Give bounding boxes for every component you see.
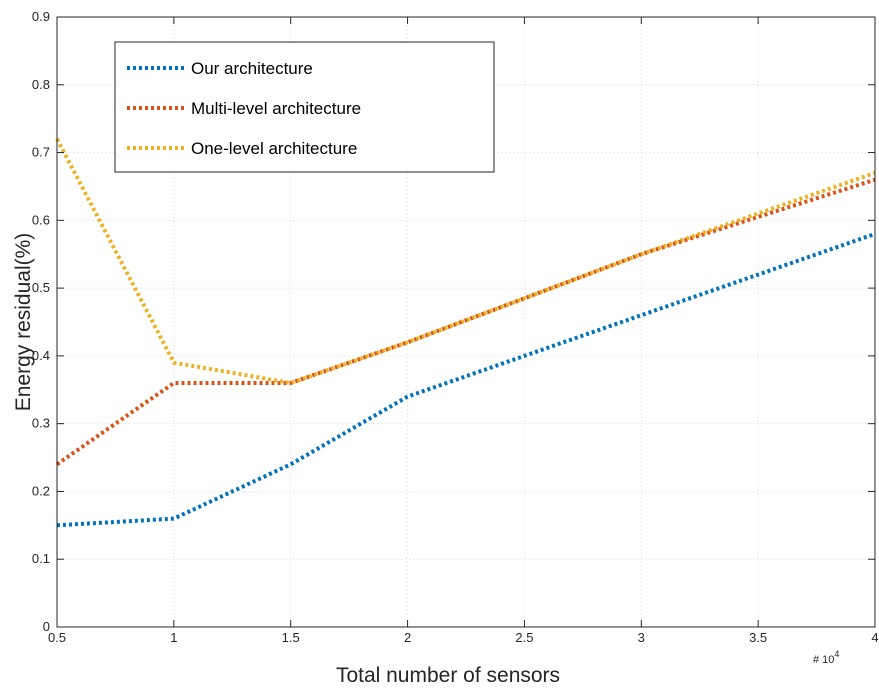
series-group (55, 138, 876, 528)
x-axis-exponent-base: # 10 (813, 654, 834, 666)
y-tick-label: 0 (43, 619, 50, 634)
x-tick-label: 4 (871, 630, 878, 645)
x-tick-label: 0.5 (48, 630, 66, 645)
legend-box (114, 41, 495, 173)
y-tick-label: 0.4 (32, 348, 50, 363)
y-tick-label: 0.6 (32, 212, 50, 227)
legend-label-2: One-level architecture (191, 139, 357, 158)
y-tick-label: 0.2 (32, 483, 50, 498)
legend-label-0: Our architecture (191, 59, 313, 78)
y-tick-label: 0.3 (32, 416, 50, 431)
y-tick-label: 0.1 (32, 551, 50, 566)
x-tick-label: 1 (170, 630, 177, 645)
legend: Our architecture Multi-level architecture… (114, 41, 495, 173)
y-tick-label: 0.5 (32, 280, 50, 295)
x-axis-exponent: # 104 (813, 649, 839, 666)
legend-label-1: Multi-level architecture (191, 99, 361, 118)
x-axis-exponent-power: 4 (834, 649, 839, 659)
y-tick-label: 0.9 (32, 9, 50, 24)
x-tick-label: 2.5 (515, 630, 533, 645)
x-axis-title: Total number of sensors (336, 664, 560, 687)
x-tick-label: 1.5 (282, 630, 300, 645)
x-tick-label: 3.5 (749, 630, 767, 645)
tick-labels: 0.5 1 1.5 2 2.5 3 3.5 4 0 0.1 0.2 0.3 0.4 0.5 0.6 0.7 0.… (32, 9, 879, 645)
x-tick-label: 2 (404, 630, 411, 645)
y-axis-title: Energy residual(%) (12, 233, 35, 412)
x-tick-label: 3 (638, 630, 645, 645)
series-line-1 (55, 177, 876, 466)
y-tick-label: 0.7 (32, 145, 50, 160)
plot-area-frame (56, 16, 876, 628)
series-line-0 (56, 232, 876, 528)
y-tick-label: 0.8 (32, 77, 50, 92)
series-line-2 (55, 138, 876, 386)
ticks (56, 16, 876, 628)
